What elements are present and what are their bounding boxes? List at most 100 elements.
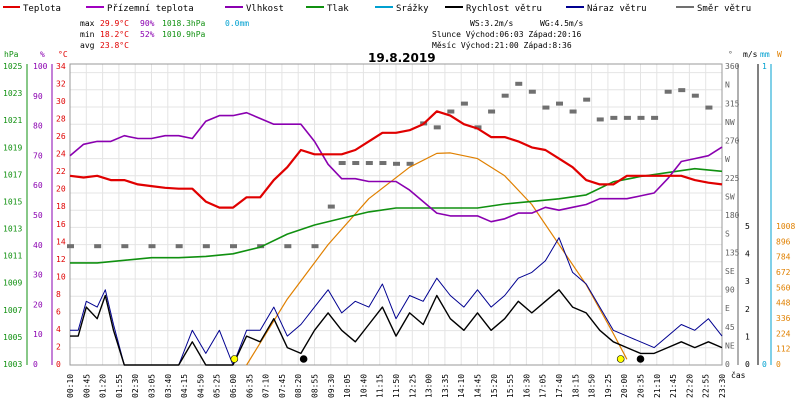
legend-teplota: Teplota (23, 4, 61, 14)
legend-prizemni-teplota: Přízemní teplota (107, 4, 194, 14)
tick-mm: 0 (762, 360, 767, 369)
tick-w: 224 (776, 329, 791, 338)
wind-direction-mark (665, 90, 672, 94)
chart-grid (70, 64, 722, 365)
legend-naraz-vetru: Náraz větru (587, 4, 647, 14)
stat-max-press: 1018.3hPa (162, 19, 206, 28)
tick-c: 2 (56, 342, 61, 351)
wind-direction-mark (176, 244, 183, 248)
wind-direction-mark (284, 244, 291, 248)
stat-max-temp: 29.9°C (100, 19, 129, 28)
wind-direction-mark (393, 162, 400, 166)
tick-w: 448 (776, 299, 791, 308)
tick-ms: 1 (745, 332, 750, 341)
time-tick: 07:10 (262, 374, 271, 398)
wind-direction-mark (94, 244, 101, 248)
stat-slunce: Slunce Východ:06:03 Západ:20:16 (432, 30, 581, 39)
tick-hpa: 1013 (3, 225, 22, 234)
time-tick: 18:50 (588, 374, 597, 398)
time-tick: 15:20 (490, 374, 499, 398)
tick-ms: 0 (745, 360, 750, 369)
tick-hpa: 1017 (3, 170, 22, 179)
unit-w: W (777, 50, 782, 59)
tick-c: 4 (56, 325, 61, 334)
legend-srazky: Srážky (396, 4, 429, 14)
time-tick: 14:45 (474, 374, 483, 398)
tick-c: 28 (56, 115, 66, 124)
unit-mm: mm (760, 50, 770, 59)
tick-hpa: 1009 (3, 279, 22, 288)
tick-hpa: 1011 (3, 252, 22, 261)
wind-direction-mark (515, 82, 522, 86)
wind-direction-mark (352, 161, 359, 165)
legend-rychlost-vetru: Rychlost větru (466, 4, 542, 14)
stat-max-label: max (80, 19, 95, 28)
tick-pct: 40 (33, 241, 43, 250)
tick-c: 16 (56, 220, 66, 229)
tick-dir: W (725, 155, 730, 164)
tick-dir: 360 (725, 62, 740, 71)
tick-c: 8 (56, 290, 61, 299)
tick-ms: 2 (745, 305, 750, 314)
stat-min-press: 1010.9hPa (162, 30, 206, 39)
tick-pct: 20 (33, 300, 43, 309)
tick-dir: 45 (725, 323, 735, 332)
legend-vlhkost: Vlhkost (246, 4, 284, 14)
wind-direction-mark (379, 161, 386, 165)
time-tick: 04:50 (196, 374, 205, 398)
time-tick: 19:25 (604, 374, 613, 398)
wind-direction-mark (339, 161, 346, 165)
tick-dir: 315 (725, 99, 740, 108)
time-tick: 20:35 (637, 374, 646, 398)
tick-w: 1008 (776, 222, 795, 231)
time-tick: 00:10 (66, 374, 75, 398)
tick-w: 112 (776, 345, 791, 354)
time-tick: 14:10 (457, 374, 466, 398)
wind-direction-mark (328, 205, 335, 209)
time-tick: 06:35 (245, 374, 254, 398)
time-tick: 05:25 (213, 374, 222, 398)
wind-direction-mark (461, 102, 468, 106)
tick-c: 14 (56, 237, 66, 246)
time-tick: 22:20 (685, 374, 694, 398)
wind-direction-mark (203, 244, 210, 248)
time-tick: 18:15 (571, 374, 580, 398)
tick-c: 20 (56, 185, 66, 194)
unit-hpa: hPa (4, 50, 19, 59)
tick-pct: 100 (33, 62, 48, 71)
wind-direction-mark (434, 125, 441, 129)
tick-pct: 90 (33, 92, 43, 101)
time-tick: 10:05 (343, 374, 352, 398)
time-tick: 15:55 (506, 374, 515, 398)
wind-direction-mark (556, 102, 563, 106)
sunset-marker (617, 356, 624, 363)
wind-direction-mark (121, 244, 128, 248)
wind-direction-mark (651, 116, 658, 120)
time-tick: 09:30 (327, 374, 336, 398)
unit-ms: m/s (743, 50, 758, 59)
unit-deg: ° (728, 50, 733, 59)
tick-c: 6 (56, 307, 61, 316)
wind-direction-mark (678, 88, 685, 92)
tick-mm: 1 (762, 62, 767, 71)
time-tick: 17:40 (555, 374, 564, 398)
wind-direction-mark (597, 117, 604, 121)
stat-ws: WS:3.2m/s (470, 19, 514, 28)
tick-pct: 60 (33, 181, 43, 190)
tick-c: 34 (56, 62, 66, 71)
tick-dir: E (725, 304, 730, 313)
wind-direction-mark (583, 98, 590, 102)
time-tick: 04:15 (180, 374, 189, 398)
tick-dir: 180 (725, 211, 740, 220)
tick-hpa: 1015 (3, 197, 22, 206)
tick-dir: 135 (725, 248, 740, 257)
time-axis-label: čas (731, 370, 746, 380)
time-tick: 06:00 (229, 374, 238, 398)
stat-min-label: min (80, 30, 95, 39)
tick-hpa: 1023 (3, 89, 22, 98)
tick-pct: 10 (33, 330, 43, 339)
tick-w: 560 (776, 283, 791, 292)
tick-c: 10 (56, 272, 66, 281)
tick-dir: 90 (725, 286, 735, 295)
time-tick: 01:20 (99, 374, 108, 398)
